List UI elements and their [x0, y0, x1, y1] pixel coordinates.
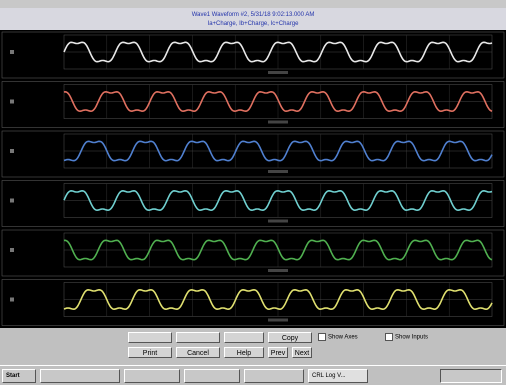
button-disabled [128, 332, 172, 343]
button-disabled [176, 332, 220, 343]
waveform [63, 288, 493, 311]
menu-bar [0, 0, 506, 8]
axis-tag [268, 318, 288, 322]
window-subtitle: Ia+Charge, Ib+Charge, Ic+Charge [207, 21, 299, 27]
prev-button[interactable]: Prev [268, 347, 288, 358]
waveform [63, 90, 493, 113]
plots [0, 30, 506, 328]
print-button[interactable]: Print [128, 347, 172, 358]
waveform [63, 189, 493, 212]
controls: Copy Show Axes Show Inputs Print Cancel … [0, 328, 506, 365]
window-title: Wave1 Waveform #2, 5/31/18 9:02:13.000 A… [191, 12, 315, 18]
axis-tag [268, 219, 288, 223]
axis-tag [268, 71, 288, 74]
task-item[interactable] [124, 369, 180, 383]
channel-tag [10, 149, 14, 153]
axis-tag [268, 170, 288, 173]
waveform [63, 140, 493, 162]
axis-tag [268, 269, 288, 272]
help-button[interactable]: Help [224, 347, 264, 358]
channel-tag [10, 50, 14, 54]
panel-frame [1, 180, 505, 227]
task-item[interactable] [244, 369, 304, 383]
task-item[interactable] [40, 369, 120, 383]
start-button[interactable]: Start [2, 369, 36, 383]
checkbox-label: Show Axes [328, 334, 358, 341]
checkbox[interactable]: Show Axes [318, 333, 358, 342]
panel-frame [1, 229, 505, 277]
task-item[interactable] [184, 369, 240, 383]
channel-tag [10, 248, 14, 252]
task-item[interactable]: CRL Log V... [308, 369, 368, 383]
next-button[interactable]: Next [292, 347, 312, 358]
channel-tag [10, 198, 14, 203]
waveform [63, 41, 493, 63]
panel-frame [1, 81, 505, 128]
tray [440, 369, 502, 383]
waveform [63, 239, 493, 261]
button-disabled [224, 332, 264, 343]
taskbar: Start CRL Log V... [0, 365, 506, 385]
checkbox[interactable]: Show Inputs [385, 333, 428, 342]
panel-frame [1, 31, 505, 79]
copy-button[interactable]: Copy [268, 332, 312, 343]
axis-tag [268, 120, 288, 124]
panel-frame [1, 279, 505, 326]
checkbox-label: Show Inputs [395, 334, 429, 341]
channel-tag [10, 297, 14, 302]
panel-frame [1, 130, 505, 178]
header: Wave1 Waveform #2, 5/31/18 9:02:13.000 A… [0, 8, 506, 30]
channel-tag [10, 99, 14, 104]
cancel-button[interactable]: Cancel [176, 347, 220, 358]
